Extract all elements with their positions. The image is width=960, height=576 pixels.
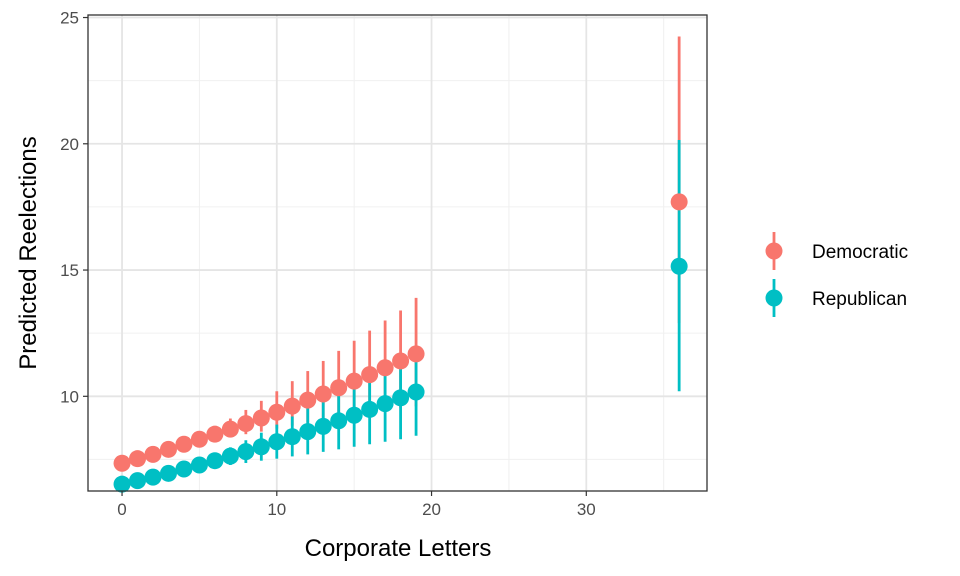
y-tick-label: 15 [60, 261, 79, 280]
data-point [283, 397, 301, 415]
legend-label: Democratic [812, 242, 908, 263]
data-point [361, 400, 379, 418]
data-point [376, 395, 394, 413]
data-point [314, 417, 332, 435]
data-point [237, 415, 255, 433]
minor-gridlines [88, 15, 707, 491]
data-point [252, 409, 270, 427]
legend-key-point [765, 289, 783, 307]
data-point [376, 359, 394, 377]
x-axis-title: Corporate Letters [305, 535, 492, 562]
data-point [268, 403, 286, 421]
data-point [407, 383, 425, 401]
data-point [670, 257, 688, 275]
y-tick-label: 20 [60, 135, 79, 154]
data-point [113, 475, 131, 493]
data-point [361, 366, 379, 384]
data-point [129, 450, 147, 468]
data-point [299, 391, 317, 409]
data-point [237, 443, 255, 461]
data-point [190, 456, 208, 474]
data-point [159, 464, 177, 482]
data-point [129, 472, 147, 490]
data-point [175, 460, 193, 478]
data-point [221, 447, 239, 465]
x-tick-label: 20 [422, 500, 441, 519]
data-point [206, 425, 224, 443]
data-point [113, 454, 131, 472]
data-point [407, 345, 425, 363]
x-tick-label: 30 [577, 500, 596, 519]
data-point [392, 389, 410, 407]
y-tick-label: 10 [60, 387, 79, 406]
x-tick-labels: 0 10 20 30 [117, 500, 595, 519]
data-point [299, 423, 317, 441]
data-point [159, 440, 177, 458]
data-point [252, 438, 270, 456]
legend-label: Republican [812, 289, 907, 310]
data-point [670, 193, 688, 211]
x-tick-label: 0 [117, 500, 126, 519]
data-points [113, 193, 688, 493]
y-axis-title: Predicted Reelections [15, 136, 42, 369]
x-tick-label: 10 [267, 500, 286, 519]
data-point [345, 406, 363, 424]
data-point [221, 420, 239, 438]
data-point [144, 445, 162, 463]
y-tick-label: 25 [60, 9, 79, 28]
panel-border [87, 14, 708, 492]
data-point [206, 452, 224, 470]
axis-ticks [83, 16, 587, 496]
data-point [268, 433, 286, 451]
data-point [392, 352, 410, 370]
legend-item: Democratic [765, 232, 908, 270]
data-point [283, 428, 301, 446]
legend: Democratic Republican [765, 232, 908, 317]
y-tick-labels: 10 15 20 25 [60, 9, 79, 407]
legend-item: Republican [765, 279, 907, 317]
legend-key-point [765, 242, 783, 260]
data-point [175, 435, 193, 453]
data-point [190, 430, 208, 448]
data-point [345, 372, 363, 390]
data-point [144, 468, 162, 486]
data-point [330, 412, 348, 430]
data-point [314, 385, 332, 403]
data-point [330, 379, 348, 397]
